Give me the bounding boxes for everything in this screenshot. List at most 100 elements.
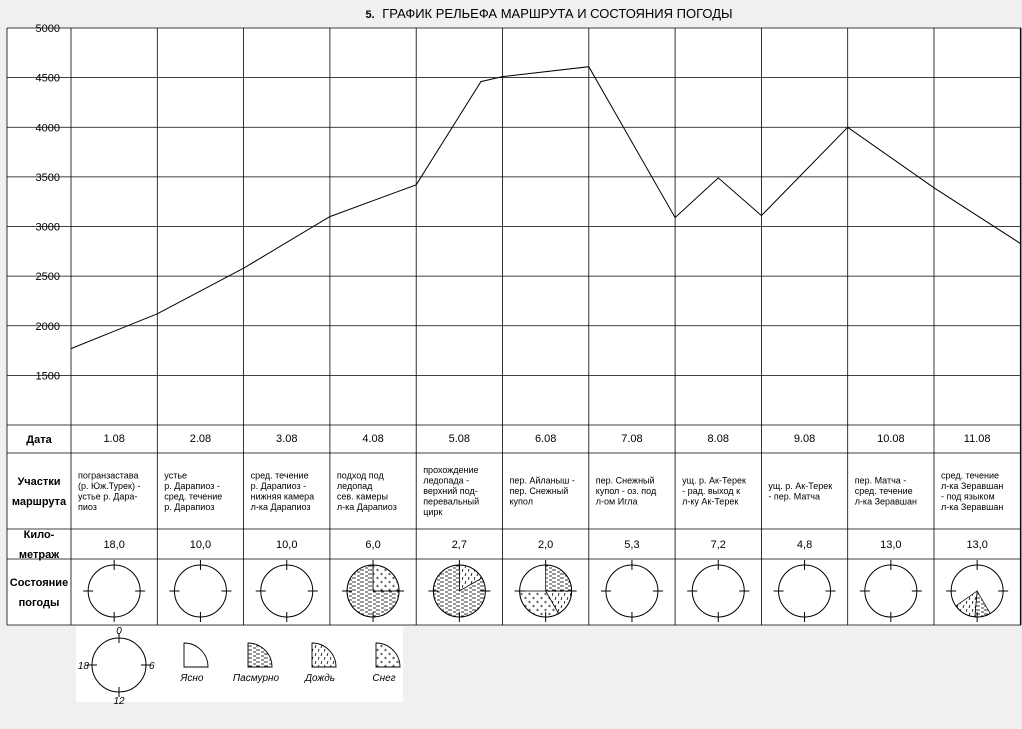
route-cell-line: - рад. выход к (682, 486, 740, 496)
km-cell: 2,7 (452, 539, 467, 551)
route-cell-line: л-ка Дарапиоз (337, 502, 397, 512)
weather-symbol-mixed-cloud-rain (428, 560, 491, 622)
route-cell-line: л-ка Зеравшан (941, 481, 1003, 491)
km-cell: 4,8 (797, 539, 812, 551)
legend-clock-label: 6 (149, 661, 155, 672)
plot-grid (6, 27, 1022, 425)
row-header-label: погоды (19, 597, 60, 609)
route-cell-line: л-ка Дарапиоз (251, 502, 311, 512)
weather-symbol-clear (169, 560, 232, 622)
route-cell-line: сред. течение (855, 486, 913, 496)
row-header-label: маршрута (12, 496, 67, 508)
route-cell-line: сев. камеры (337, 491, 388, 501)
weather-symbol-mixed-cloud-snow (342, 560, 405, 622)
date-cell: 6.08 (535, 433, 556, 445)
y-axis-ticks: 1500 2000 2500 3000 3500 4000 4500 5000 (36, 23, 60, 382)
legend-label: Пасмурно (233, 673, 280, 684)
weather-symbol-clear (83, 560, 146, 622)
row-header-label: Кило- (24, 529, 55, 541)
route-cell-line: погранзастава (78, 470, 139, 480)
y-tick-label: 1500 (36, 370, 60, 382)
route-cell-line: л-ка Зеравшан (855, 497, 917, 507)
date-cell: 8.08 (708, 433, 729, 445)
row-header-label: Дата (26, 434, 52, 446)
date-cell: 3.08 (276, 433, 297, 445)
date-cell: 11.08 (964, 433, 991, 445)
route-cell-line: купол - оз. под (596, 486, 657, 496)
legend-swatch-snow (375, 642, 401, 668)
route-cell-line: л-ку Ак-Терек (682, 497, 738, 507)
legend-swatch-cloudy (247, 642, 273, 668)
route-cell-line: пиоз (78, 502, 97, 512)
legend-label: Снег (372, 673, 395, 684)
route-cell-line: сред. течение (251, 470, 309, 480)
legend-label: Ясно (180, 673, 204, 684)
route-cell-line: цирк (423, 507, 442, 517)
km-cell: 7,2 (711, 539, 726, 551)
y-tick-label: 4000 (36, 122, 60, 134)
km-cell: 10,0 (190, 539, 211, 551)
weather-symbol-clear (255, 560, 318, 622)
route-cell-line: ущ. р. Ак-Терек (682, 476, 746, 486)
row-header-label: метраж (19, 549, 59, 561)
weather-symbol-clear (687, 560, 750, 622)
route-table: Дата Участки маршрута Кило-метраж Состояние п… (6, 424, 1022, 626)
route-cell-line: устье (164, 470, 187, 480)
route-cell-line: пер. Матча - (855, 476, 907, 486)
route-cell-line: л-ка Зеравшан (941, 502, 1003, 512)
route-cell-line: пер. Снежный (596, 476, 655, 486)
route-cell-line: верхний под- (423, 486, 478, 496)
date-cell: 4.08 (362, 433, 383, 445)
weather-symbol-mixed-cloud-rain-small (946, 560, 1009, 622)
km-cell: 5,3 (624, 539, 639, 551)
elevation-profile-line (70, 66, 1021, 350)
route-cell-line: устье р. Дара- (78, 491, 137, 501)
route-cell-line: л-ом Игла (596, 497, 638, 507)
route-cell-line: р. Дарапиоз (164, 502, 214, 512)
route-cell-line: ущ. р. Ак-Терек (768, 481, 832, 491)
km-cell: 18,0 (103, 539, 124, 551)
route-cell-line: пер. Снежный (510, 486, 569, 496)
route-cell-line: р. Дарапиоз - (251, 481, 307, 491)
y-tick-label: 2500 (36, 271, 60, 283)
legend-label: Дождь (304, 673, 335, 684)
route-cell-line: перевальный (423, 497, 479, 507)
route-cell-line: купол (510, 497, 533, 507)
y-tick-label: 2000 (36, 321, 60, 333)
route-cell-line: р. Дарапиоз - (164, 481, 220, 491)
date-cell: 10.08 (877, 433, 905, 445)
route-cell-line: - пер. Матча (768, 491, 820, 501)
route-cell-line: ледопад (337, 481, 373, 491)
y-tick-label: 5000 (36, 23, 60, 35)
km-cell: 13,0 (966, 539, 987, 551)
route-cell-line: сред. течение (164, 491, 222, 501)
route-cell-line: ледопада - (423, 476, 469, 486)
route-cell-line: (р. Юж.Турек) - (78, 481, 140, 491)
y-tick-label: 4500 (36, 73, 60, 85)
km-cell: 6,0 (365, 539, 380, 551)
weather-symbol-clear (773, 560, 836, 622)
route-cell-line: подход под (337, 470, 385, 480)
route-cell-line: пер. Айланыш - (510, 476, 575, 486)
weather-symbol-mixed-cloud-snow-rain (514, 560, 577, 622)
legend-swatch-rain (311, 642, 337, 668)
weather-legend: 0 12 18 6 Ясно Пасмурно Дождь Снег (76, 626, 403, 707)
route-cell-line: прохождение (423, 465, 478, 475)
weather-symbol-clear (859, 560, 922, 622)
legend-swatch-clear (183, 642, 209, 668)
km-cell: 13,0 (880, 539, 901, 551)
row-header-label: Состояние (10, 577, 68, 589)
row-header-label: Участки (17, 476, 60, 488)
weather-symbol-clear (600, 560, 663, 622)
date-cell: 7.08 (621, 433, 642, 445)
y-tick-label: 3500 (36, 172, 60, 184)
legend-clock-label: 0 (116, 626, 122, 637)
date-cell: 9.08 (794, 433, 815, 445)
date-cell: 5.08 (449, 433, 470, 445)
y-tick-label: 3000 (36, 222, 60, 234)
date-cell: 1.08 (103, 433, 124, 445)
km-cell: 2,0 (538, 539, 553, 551)
legend-clock-label: 18 (78, 661, 90, 672)
date-cell: 2.08 (190, 433, 211, 445)
